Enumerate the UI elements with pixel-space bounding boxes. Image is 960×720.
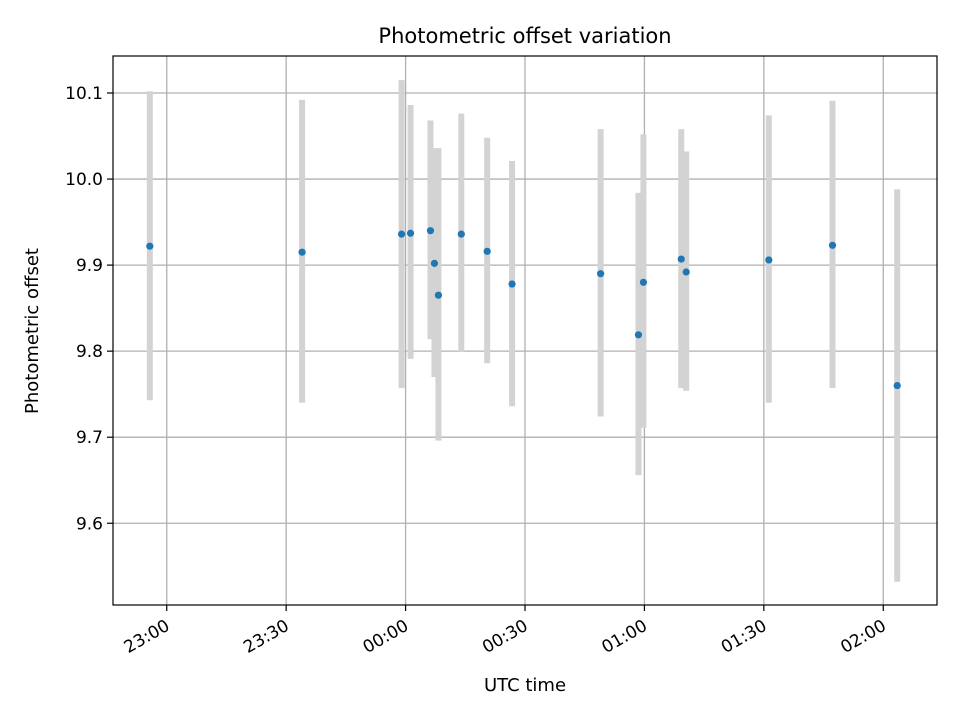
data-point xyxy=(483,247,491,255)
y-tick-label: 9.9 xyxy=(76,256,103,276)
data-points xyxy=(146,227,901,390)
data-point xyxy=(406,229,415,237)
y-tick-label: 10.0 xyxy=(65,170,103,190)
data-point xyxy=(397,230,406,238)
y-tick-label: 10.1 xyxy=(65,84,103,104)
data-point xyxy=(677,255,685,263)
data-point xyxy=(298,248,306,256)
x-axis-label: UTC time xyxy=(484,675,566,696)
data-point xyxy=(457,230,465,238)
y-axis: 9.6 9.7 9.8 9.9 10.0 10.1 xyxy=(65,84,113,534)
data-point xyxy=(828,241,837,249)
y-axis-label: Photometric offset xyxy=(22,248,43,414)
data-point xyxy=(682,268,690,276)
y-tick-label: 9.8 xyxy=(76,342,103,362)
data-point xyxy=(434,291,443,299)
data-point xyxy=(508,280,516,288)
data-point xyxy=(639,278,648,286)
y-tick-label: 9.7 xyxy=(76,428,103,448)
data-point xyxy=(893,381,901,390)
data-point xyxy=(765,256,773,264)
data-point xyxy=(146,242,154,250)
y-tick-label: 9.6 xyxy=(76,514,103,534)
data-point xyxy=(426,227,435,235)
data-point xyxy=(634,331,643,339)
chart-title: Photometric offset variation xyxy=(378,24,671,48)
data-point xyxy=(597,270,605,278)
data-point xyxy=(430,259,439,267)
